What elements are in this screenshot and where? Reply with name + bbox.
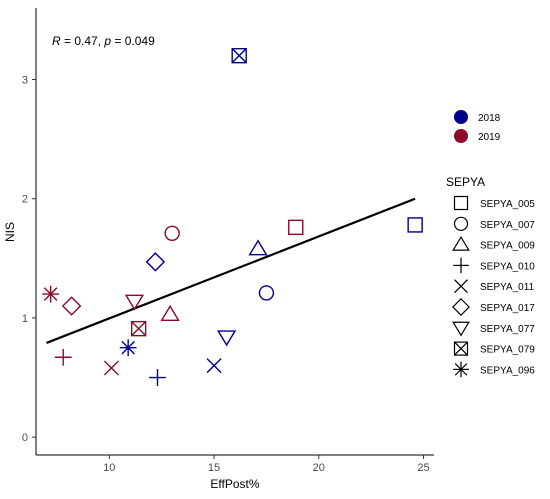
legend-shape-square-cross	[453, 341, 469, 356]
x-tick-label: 20	[313, 462, 325, 474]
legend-shape-plus	[453, 257, 469, 274]
y-axis-title: NIS	[3, 222, 17, 242]
legend-shape-circle	[453, 216, 469, 231]
legend-color-label: 2018	[478, 113, 501, 124]
x-tick-label: 10	[103, 462, 115, 474]
data-point-circle	[164, 225, 180, 241]
r-value: = 0.47,	[61, 34, 105, 48]
legend-color-label: 2019	[478, 132, 501, 143]
data-point-square	[407, 217, 423, 233]
data-point-triangle-down	[124, 294, 145, 311]
legend-shape-label: SEPYA_005	[480, 199, 535, 210]
shape-legend: SEPYA_005 SEPYA_007 SEPYA_009 SEPYA_010 SEPY…	[452, 195, 535, 378]
legend-shape-asterisk	[453, 361, 469, 378]
axis-ticks: 10 15 20 25 0 1 2 3	[22, 75, 430, 474]
data-point-plus	[149, 369, 166, 386]
r-symbol: R	[52, 34, 61, 48]
legend-shape-square	[453, 195, 469, 211]
legend-shape-triangle-up	[452, 235, 470, 251]
data-point-triangle-up	[248, 239, 268, 256]
x-tick-label: 15	[208, 462, 220, 474]
data-point-square	[288, 219, 304, 236]
data-point-cross	[206, 358, 222, 374]
y-tick-label: 3	[22, 75, 28, 87]
data-point-triangle-down	[216, 330, 237, 347]
shape-legend-title: SEPYA	[446, 175, 485, 189]
legend-shape-diamond	[452, 298, 470, 316]
legend-color-dot	[454, 129, 468, 143]
x-tick-label: 25	[417, 462, 429, 474]
regression-line-group	[46, 197, 416, 344]
year-legend: 2018 2019	[454, 110, 501, 143]
y-tick-label: 1	[22, 313, 28, 325]
correlation-annotation: R = 0.47, p = 0.049	[52, 34, 155, 48]
data-point-diamond	[145, 252, 166, 272]
p-value: = 0.049	[111, 34, 155, 48]
y-tick-label: 0	[22, 432, 28, 444]
legend-shape-label: SEPYA_096	[480, 365, 535, 376]
data-point-cross	[103, 360, 119, 376]
legend-shape-label: SEPYA_011	[480, 282, 535, 293]
y-tick-label: 2	[22, 194, 28, 206]
regression-line	[46, 197, 416, 344]
data-point-square-cross	[130, 320, 147, 337]
legend-shape-label: SEPYA_007	[480, 220, 535, 231]
legend-shape-label: SEPYA_010	[480, 261, 535, 272]
data-point-triangle-up	[160, 304, 180, 321]
x-axis-title: EffPost%	[210, 477, 259, 491]
legend-shape-label: SEPYA_077	[480, 324, 535, 335]
data-point-square-cross	[231, 47, 247, 64]
data-point-plus	[54, 348, 72, 366]
legend-shape-label: SEPYA_017	[480, 303, 535, 314]
p-symbol: p	[103, 34, 111, 48]
legend-shape-cross	[454, 279, 468, 294]
data-point-diamond	[61, 296, 82, 316]
data-point-asterisk	[42, 285, 60, 303]
data-point-asterisk	[119, 339, 137, 357]
legend-shape-label: SEPYA_079	[480, 345, 535, 356]
legend-shape-triangle-down	[452, 321, 470, 337]
legend-shape-label: SEPYA_009	[480, 241, 535, 252]
data-points	[42, 47, 423, 386]
data-point-circle	[258, 285, 275, 301]
legend-color-dot	[454, 110, 468, 124]
